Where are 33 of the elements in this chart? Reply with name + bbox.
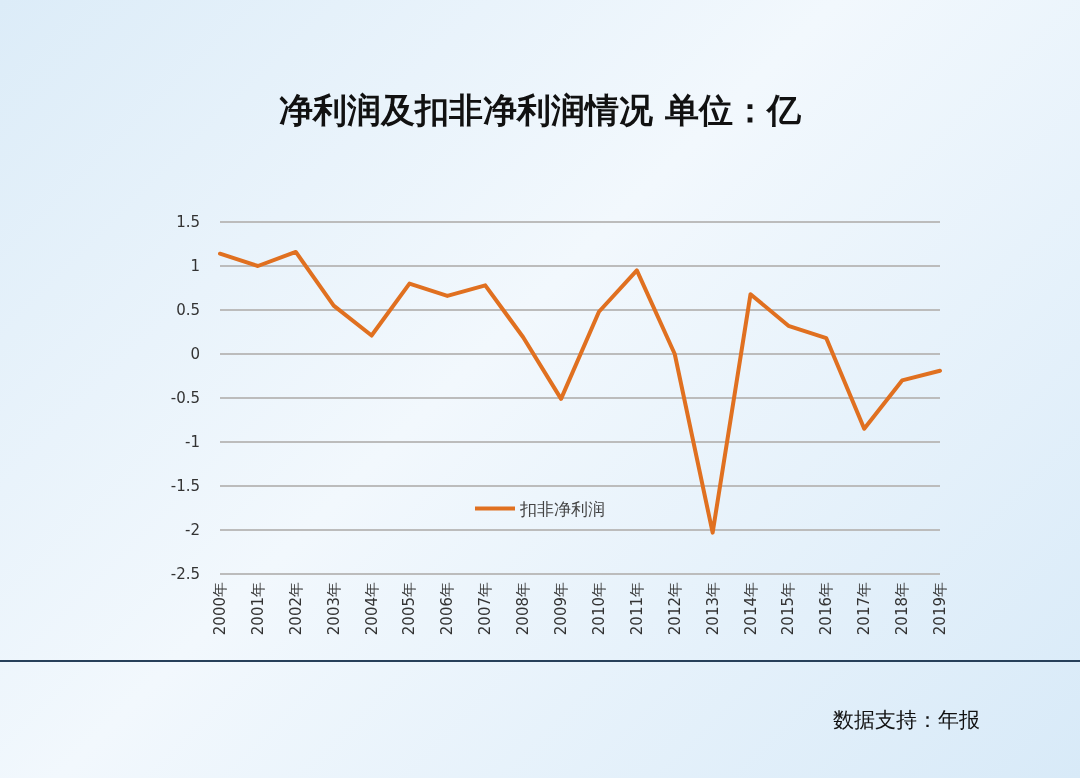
line-series: [218, 249, 942, 535]
y-tick-label: -2: [185, 521, 200, 539]
legend-label: 扣非净利润: [519, 498, 605, 519]
x-tick-label: 2018年: [893, 582, 912, 636]
x-tick-label: 2009年: [552, 582, 571, 636]
y-tick-label: -0.5: [170, 389, 200, 407]
x-tick-label: 2005年: [400, 582, 419, 636]
x-tick-label: 2000年: [211, 582, 229, 636]
x-tick-label: 2002年: [286, 582, 305, 636]
chart-title: 净利润及扣非净利润情况 单位：亿: [279, 90, 802, 130]
x-tick-label: 2008年: [514, 582, 533, 636]
x-tick-label: 2004年: [362, 582, 381, 636]
x-tick-label: 2019年: [931, 582, 949, 636]
x-tick-label: 2006年: [438, 582, 457, 636]
x-tick-label: 2014年: [741, 582, 760, 636]
x-tick-label: 2011年: [627, 582, 646, 636]
x-tick-label: 2015年: [779, 582, 798, 636]
y-tick-label: 0: [190, 345, 200, 363]
x-tick-label: 2003年: [324, 582, 343, 636]
y-tick-label: 0.5: [176, 301, 200, 319]
x-tick-label: 2012年: [665, 582, 684, 636]
x-tick-label: 2016年: [817, 582, 836, 636]
x-tick-label: 2013年: [703, 582, 722, 636]
x-tick-label: 2001年: [248, 582, 267, 636]
x-tick-label: 2017年: [855, 582, 874, 636]
y-tick-label: -1.5: [170, 477, 200, 495]
y-tick-label: -2.5: [170, 565, 200, 583]
text: 数据支持：年报: [833, 707, 980, 734]
x-tick-label: 2010年: [589, 582, 608, 636]
y-tick-label: 1: [190, 257, 200, 275]
x-tick-label: 2007年: [476, 582, 495, 636]
y-tick-label: -1: [185, 433, 200, 451]
y-tick-label: 1.5: [176, 213, 200, 231]
